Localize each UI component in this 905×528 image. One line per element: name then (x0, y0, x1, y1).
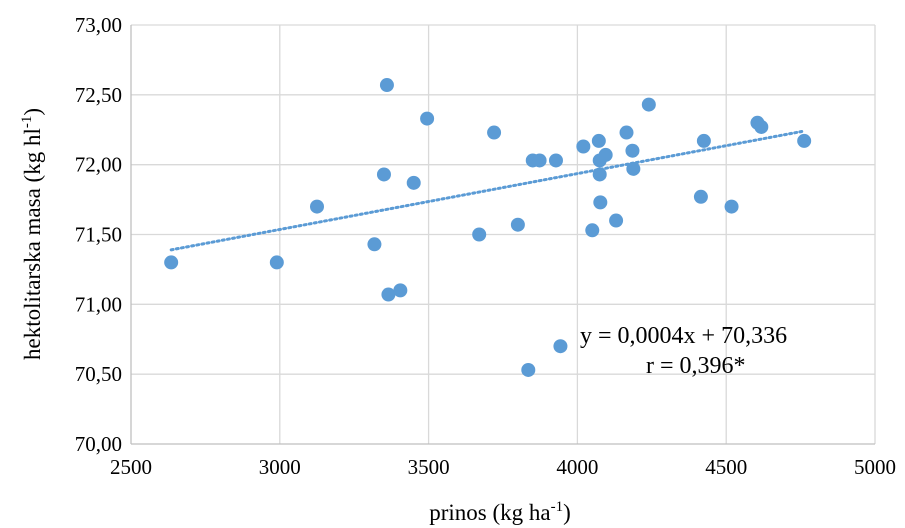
data-point (553, 339, 568, 354)
plot-frame (130, 25, 875, 445)
trendline (169, 129, 806, 252)
y-tick-label: 70,00 (75, 432, 122, 456)
x-axis-label: prinos (kg ha-1) (429, 499, 571, 525)
x-tick-label: 4500 (705, 455, 747, 479)
data-point (693, 189, 708, 204)
data-points (164, 78, 812, 377)
x-tick-label: 3000 (259, 455, 301, 479)
data-point (724, 199, 739, 214)
x-tick-label: 5000 (854, 455, 896, 479)
correlation-coefficient: r = 0,396* (646, 353, 746, 379)
data-point (521, 362, 536, 377)
data-point (164, 255, 179, 270)
data-point (310, 199, 324, 214)
data-point (625, 143, 640, 158)
data-point (510, 217, 525, 232)
data-point (797, 133, 812, 148)
y-tick-label: 71,00 (75, 292, 122, 316)
data-point (393, 283, 408, 298)
y-tick-label: 71,50 (75, 223, 122, 247)
tick-labels: 2500 3000 3500 4000 4500 5000 70,00 70,50 71,00 7… (75, 13, 896, 479)
data-point (592, 167, 607, 182)
data-point (367, 237, 382, 252)
trendline-equation: y = 0,0004x + 70,336 (580, 323, 787, 349)
data-point (593, 195, 608, 210)
data-point (576, 139, 591, 154)
data-point (487, 125, 502, 140)
data-point (598, 147, 613, 162)
data-point (406, 175, 421, 190)
data-point (376, 167, 391, 182)
data-point (381, 287, 396, 302)
data-point (609, 213, 624, 228)
data-point (472, 227, 487, 242)
x-tick-label: 4000 (556, 455, 598, 479)
trendline-layer (169, 129, 806, 252)
data-point (532, 153, 547, 168)
data-point (591, 133, 606, 148)
data-point (548, 153, 563, 168)
data-point (619, 125, 634, 140)
y-axis-label: hektolitarska masa (kg hl-1) (19, 108, 45, 360)
data-point (585, 223, 600, 238)
y-tick-label: 73,00 (75, 13, 122, 37)
x-tick-label: 2500 (110, 455, 152, 479)
data-point (269, 255, 284, 270)
x-tick-label: 3500 (408, 455, 450, 479)
y-tick-label: 72,00 (75, 153, 122, 177)
y-tick-label: 70,50 (75, 362, 122, 386)
data-point (696, 133, 711, 148)
data-point (420, 111, 435, 126)
data-point (379, 78, 394, 93)
data-point (754, 119, 769, 134)
data-point (641, 97, 656, 112)
data-point (626, 161, 641, 176)
grid-lines (131, 24, 876, 444)
y-tick-label: 72,50 (75, 83, 122, 107)
